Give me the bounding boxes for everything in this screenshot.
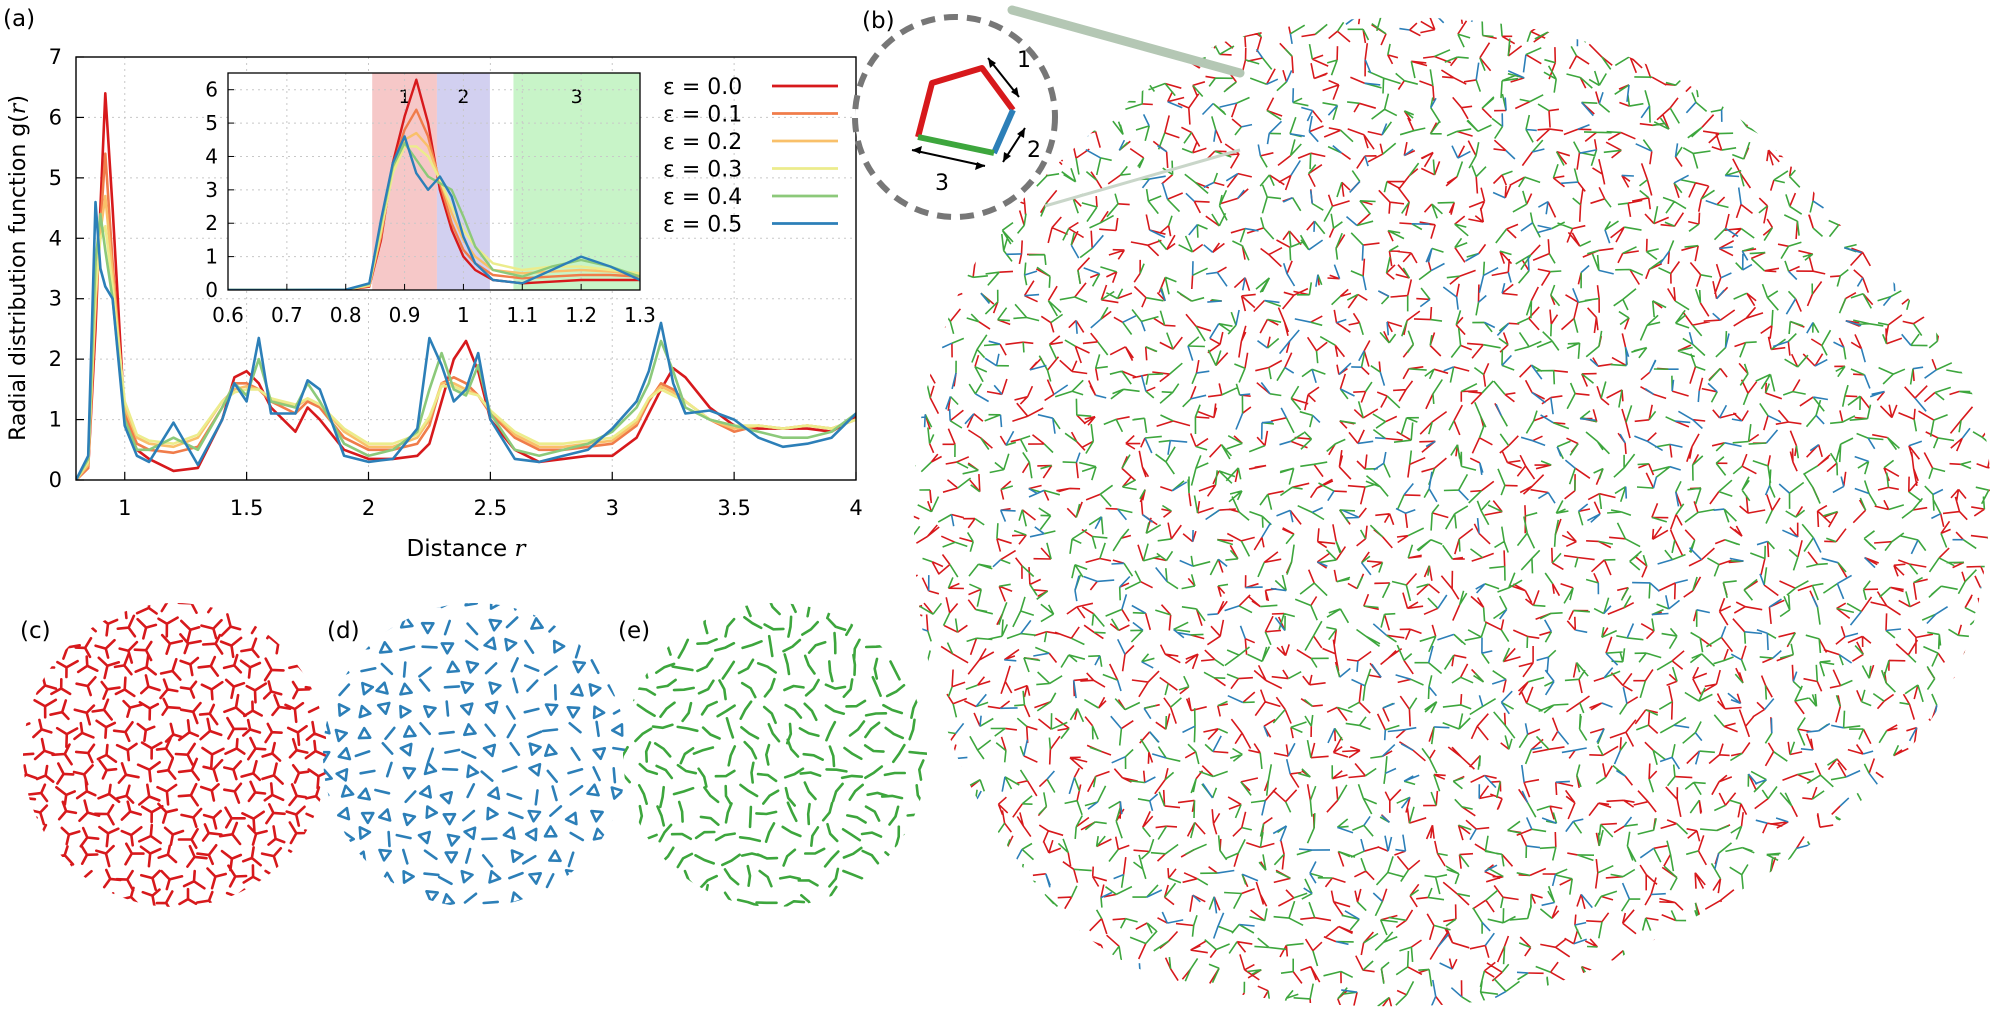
inset-series-line-5 [228,135,640,290]
inset-tick-label-y: 2 [205,211,218,235]
panel-label-c: (c) [20,618,51,644]
pentagon-label-1: 1 [1017,48,1031,73]
zoom-connector-top [1007,5,1245,78]
main-tick-label-y: 6 [49,105,62,129]
inset-ticks: 0.6 0.7 0.8 0.9 1 1.1 1.2 1.3 0 1 2 3 4 5 6 [205,78,656,327]
x-axis-label: Distance r [407,536,528,562]
panel-label-e: (e) [618,618,650,644]
tiling-green-bonds [913,17,1990,1007]
main-tick-label-y: 3 [49,287,62,311]
inset-series [228,78,640,290]
main-series-line-5 [76,200,856,480]
red-bond-subnetwork [23,603,327,907]
main-series [76,92,856,480]
inset-band-label-3: 3 [571,86,583,108]
panel-label-b: (b) [862,8,895,34]
inset-tick-label-y: 4 [205,144,218,168]
inset-tick-label-x: 1.2 [565,303,597,327]
bond-arrow-2 [1002,127,1026,163]
inset-tick-label-y: 6 [205,78,218,102]
main-tick-label-y: 5 [49,166,62,190]
legend-label-1: ε = 0.1 [663,103,742,128]
panel-label-d: (d) [327,618,360,644]
y-axis-label: Radial distribution function g(r) [6,95,31,441]
main-tick-label-y: 1 [49,408,62,432]
main-tick-label-y: 7 [49,45,62,69]
main-tick-label-y: 2 [49,347,62,371]
inset-band-3 [513,73,640,290]
legend-label-3: ε = 0.3 [663,158,742,183]
inset-tick-label-x: 1 [457,303,470,327]
pentagon-edge-type-2 [991,108,1016,155]
main-tick-label-x: 3.5 [717,496,750,520]
main-tick-label-x: 4 [849,496,862,520]
inset-tick-label-x: 0.8 [330,303,362,327]
pentagon-edge-type-3 [917,134,995,156]
pentagon-detail: 1 2 3 [911,48,1041,196]
inset-tick-label-x: 0.9 [389,303,421,327]
legend-label-4: ε = 0.4 [663,185,742,210]
bond-arrow-1 [987,57,1020,98]
main-tick-label-x: 1 [118,496,131,520]
legend-label-0: ε = 0.0 [663,75,742,100]
inset-tick-label-x: 0.6 [212,303,244,327]
bond-arrow-3 [911,146,986,170]
main-tick-label-x: 3 [606,496,619,520]
inset-tick-label-x: 1.1 [506,303,538,327]
green-bond-subnetwork [623,603,927,907]
main-tick-label-x: 2 [362,496,375,520]
zoom-circle [852,14,1058,220]
panel-d-bonds [323,603,627,907]
legend-label-2: ε = 0.2 [663,130,742,155]
legend: ε = 0.0 ε = 0.1ε = 0.2 ε = 0.3ε = 0.4 ε = 0… [663,75,838,238]
panel-label-a: (a) [3,6,35,32]
inset-tick-label-x: 0.7 [271,303,303,327]
panel-e-bonds [623,603,927,907]
inset-tick-label-y: 0 [205,278,218,302]
zoom-connector-bottom [1044,148,1241,208]
main-ticks: 1 1.5 2 2.5 3 3.5 4 0 1 2 3 4 5 6 7 [49,45,863,520]
inset-plot-frame [227,72,641,291]
pentagon-label-2: 2 [1027,138,1041,163]
legend-label-5: ε = 0.5 [663,213,742,238]
inset-chart: 1 2 3 0.6 0.7 0.8 0.9 1 1.1 1.2 1.3 0 1 2 3 4 5 6 [205,72,656,327]
panel-c-bonds [23,603,327,907]
main-tick-label-x: 1.5 [230,496,263,520]
inset-tick-label-y: 5 [205,111,218,135]
pentagon-edge-type-1 [915,65,1016,138]
quasicrystal-tiling [913,17,1990,1007]
main-tick-label-y: 4 [49,226,62,250]
main-tick-label-y: 0 [49,468,62,492]
inset-tick-label-x: 1.3 [624,303,656,327]
pentagon-label-3: 3 [935,171,949,196]
inset-tick-label-y: 3 [205,178,218,202]
main-tick-label-x: 2.5 [474,496,507,520]
blue-bond-subnetwork [323,603,627,907]
main-plot-frame [75,56,857,481]
main-series-line-0 [76,92,856,480]
main-series-line-4 [76,212,856,480]
inset-tick-label-y: 1 [205,245,218,269]
